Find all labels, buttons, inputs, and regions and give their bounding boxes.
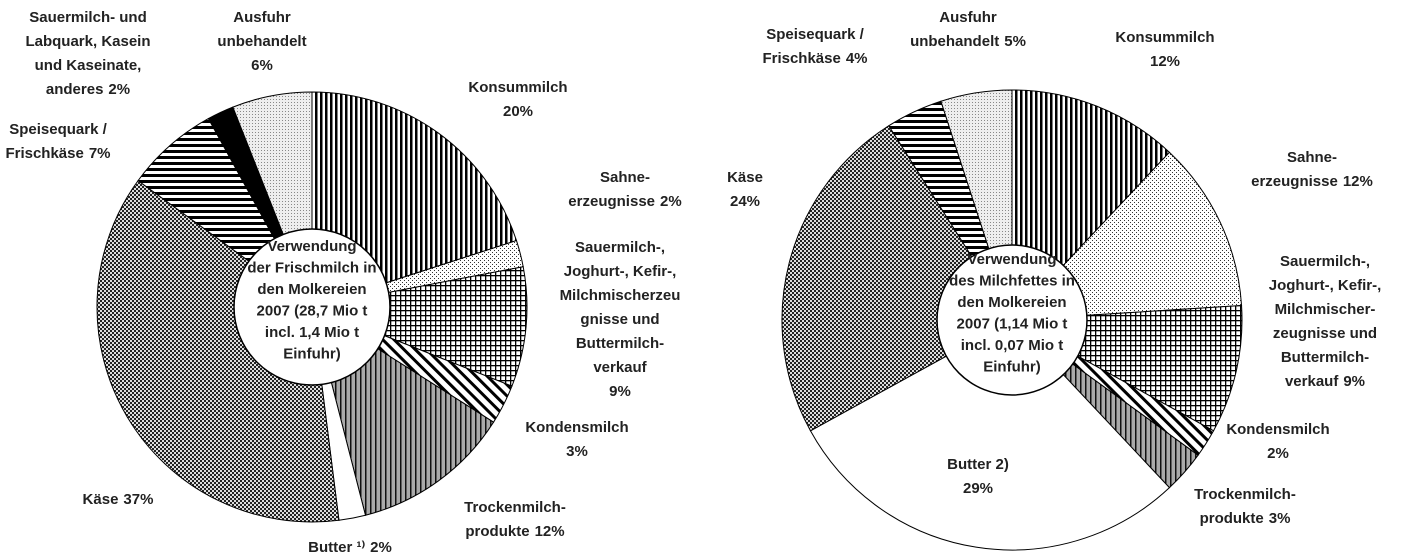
slice-label-line: Ausfuhr — [939, 9, 997, 26]
chart-title-line: des Milchfettes in — [949, 272, 1075, 289]
chart-title-line: Verwendung — [267, 238, 356, 255]
slice-label-line: und Kaseinate, — [35, 57, 142, 74]
slice-label: Kondensmilch 2% — [1226, 421, 1329, 462]
slice-label-line: Frischkäse — [5, 145, 83, 162]
slice-label-line: Kondensmilch — [525, 419, 628, 436]
slice-label: Trockenmilch-produkte 3% — [1194, 486, 1296, 527]
slice-label: Trockenmilch-produkte 12% — [464, 499, 566, 540]
slice-label-line: Speisequark / — [766, 26, 864, 43]
chart-title: Verwendung der Frischmilch in den Molkerei… — [247, 238, 376, 363]
slice-label-line: Konsummilch — [468, 79, 567, 96]
slice-label-line: Milchmischerzeu — [560, 287, 681, 304]
value-label: 3% — [1269, 510, 1291, 527]
slice-label: Butter 2) 29% — [947, 456, 1009, 497]
slice-label: Sahne-erzeugnisse 12% — [1251, 149, 1373, 190]
slice-label-line: Buttermilch- — [1281, 349, 1369, 366]
value-label: 29% — [963, 480, 993, 497]
slice-label-line: Sauermilch-, — [575, 239, 665, 256]
slice-label-line: Buttermilch- — [576, 335, 664, 352]
slice-label: Ausfuhr unbehandelt 5% — [910, 9, 1026, 50]
slice-label-line: Labquark, Kasein — [25, 33, 150, 50]
slice-label: Butter ¹⁾ 2% — [308, 539, 392, 556]
slice-label-line: produkte — [465, 523, 529, 540]
donut-hole — [936, 244, 1088, 396]
slice-label: Sauermilch-, Joghurt-, Kefir-, Milchmische… — [1269, 253, 1382, 390]
pie-slice — [310, 266, 528, 387]
slice-label: Speisequark / Frischkäse 7% — [5, 121, 110, 162]
value-label: 3% — [566, 443, 588, 460]
slice-label-line: Joghurt-, Kefir-, — [564, 263, 677, 280]
slice-label: Konsummilch 20% — [468, 79, 567, 120]
slice-label-line: Sauermilch-, — [1280, 253, 1370, 270]
value-label: 9% — [609, 383, 631, 400]
slice-label: Sahne-erzeugnisse 2% — [568, 169, 681, 210]
value-label: 12% — [1150, 53, 1180, 70]
slice-label: Konsummilch 12% — [1115, 29, 1214, 70]
slice-label-line: erzeugnisse — [568, 193, 655, 210]
slice-label-line: unbehandelt — [910, 33, 999, 50]
value-label: 24% — [730, 193, 760, 210]
slice-label-line: Trockenmilch- — [464, 499, 566, 516]
chart-title-line: 2007 (28,7 Mio t — [257, 302, 368, 319]
slice-label-line: erzeugnisse — [1251, 173, 1338, 190]
slice-label-line: gnisse und — [580, 311, 659, 328]
value-label: 6% — [251, 57, 273, 74]
chart-title-line: incl. 1,4 Mio t — [265, 324, 359, 341]
chart-title-line: incl. 0,07 Mio t — [961, 337, 1064, 354]
slice-label-line: verkauf — [1285, 373, 1339, 390]
slice-label-line: Käse — [727, 169, 763, 186]
chart-title-line: Einfuhr) — [283, 345, 341, 362]
chart-title-line: Einfuhr) — [983, 358, 1041, 375]
donut-hole — [233, 228, 391, 386]
value-label: 37% — [123, 491, 153, 508]
slice-label-line: Joghurt-, Kefir-, — [1269, 277, 1382, 294]
chart-title-line: den Molkereien — [257, 281, 366, 298]
slice-label: Kondensmilch 3% — [525, 419, 628, 460]
chart-title-line: Verwendung — [967, 251, 1056, 268]
chart-title-line: den Molkereien — [957, 294, 1066, 311]
slice-label-line: Sauermilch- und — [29, 9, 147, 26]
value-label: 2% — [108, 81, 130, 98]
slice-label: Käse 37% — [83, 491, 154, 508]
value-label: 12% — [535, 523, 565, 540]
value-label: 2% — [370, 539, 392, 556]
chart-title: Verwendung des Milchfettes in den Molkerei… — [949, 251, 1075, 376]
slice-label-line: verkauf — [593, 359, 647, 376]
slice-label-line: Speisequark / — [9, 121, 107, 138]
slice-label-line: Kondensmilch — [1226, 421, 1329, 438]
slice-label-line: Butter 2) — [947, 456, 1009, 473]
slice-label-line: zeugnisse und — [1273, 325, 1377, 342]
slice-label-line: Konsummilch — [1115, 29, 1214, 46]
pie-slice — [809, 319, 1171, 551]
chart-title-line: der Frischmilch in — [247, 259, 376, 276]
slice-label: Sauermilch-, Joghurt-, Kefir-, Milchmische… — [560, 239, 681, 400]
slice-label-line: Frischkäse — [762, 50, 840, 67]
slice-label-line: Trockenmilch- — [1194, 486, 1296, 503]
slice-label-line: Butter ¹⁾ — [308, 539, 365, 556]
value-label: 5% — [1004, 33, 1026, 50]
slice-label-line: Sahne- — [1287, 149, 1337, 166]
value-label: 7% — [89, 145, 111, 162]
value-label: 2% — [1267, 445, 1289, 462]
slice-label-line: Käse — [83, 491, 119, 508]
slice-label-line: unbehandelt — [217, 33, 306, 50]
slice-label: Ausfuhr unbehandelt 6% — [217, 9, 306, 74]
slice-label-line: Ausfuhr — [233, 9, 291, 26]
slice-label-line: anderes — [46, 81, 104, 98]
slice-label: Sauermilch- und Labquark, Kasein und Kasei… — [25, 9, 150, 98]
slice-label-line: produkte — [1200, 510, 1264, 527]
pie-slice — [96, 179, 340, 523]
value-label: 4% — [846, 50, 868, 67]
value-label: 20% — [503, 103, 533, 120]
value-label: 9% — [1343, 373, 1365, 390]
slice-label: Käse 24% — [727, 169, 763, 210]
slice-label-line: Sahne- — [600, 169, 650, 186]
value-label: 2% — [660, 193, 682, 210]
chart-title-line: 2007 (1,14 Mio t — [957, 315, 1068, 332]
value-label: 12% — [1343, 173, 1373, 190]
slice-label-line: Milchmischer- — [1275, 301, 1376, 318]
slice-label: Speisequark / Frischkäse 4% — [762, 26, 867, 67]
pie-slice — [781, 125, 1013, 432]
